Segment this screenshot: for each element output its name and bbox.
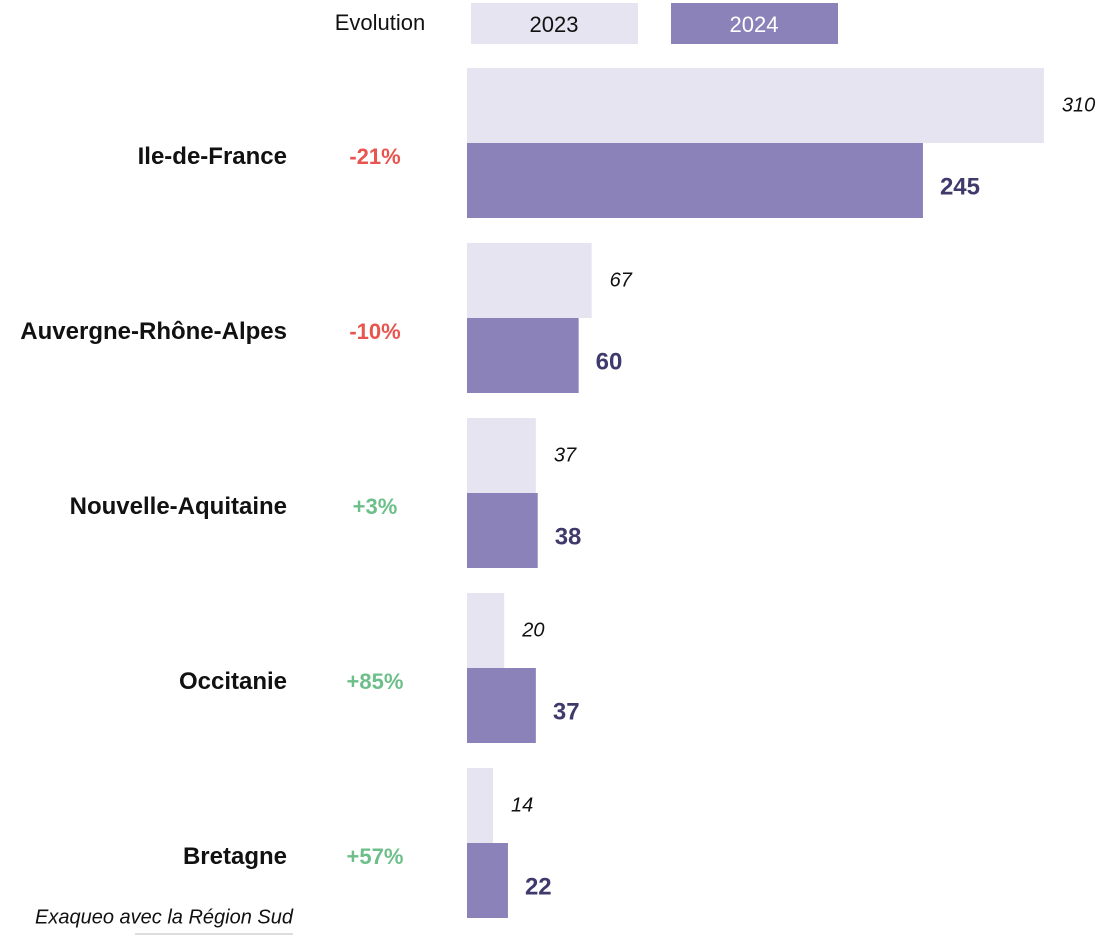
bar xyxy=(467,68,1044,143)
category-label: Bretagne xyxy=(182,843,287,870)
evolution-label: -21% xyxy=(349,144,400,169)
legend-swatch xyxy=(471,3,638,44)
value-label: 37 xyxy=(553,698,580,725)
category-label: Auvergne-Rhône-Alpes xyxy=(20,318,287,345)
bar xyxy=(467,243,592,318)
category-label: Ile-de-France xyxy=(137,143,287,170)
value-label: 310 xyxy=(1062,94,1095,116)
bar xyxy=(467,318,579,393)
value-label: 14 xyxy=(511,794,533,816)
legend-swatch xyxy=(671,3,838,44)
category-label: Nouvelle-Aquitaine xyxy=(69,493,287,520)
value-label: 37 xyxy=(554,444,577,466)
value-label: 245 xyxy=(940,173,980,200)
bar xyxy=(467,668,536,743)
evolution-label: +85% xyxy=(347,669,404,694)
evolution-label: +3% xyxy=(353,494,398,519)
evolution-header: Evolution xyxy=(335,10,426,35)
bar xyxy=(467,493,538,568)
bar xyxy=(467,768,494,843)
category-label: Occitanie xyxy=(178,668,287,695)
bar xyxy=(467,143,923,218)
bar xyxy=(467,593,505,668)
legend-label: 2023 xyxy=(530,12,579,37)
bar xyxy=(467,418,536,493)
value-label: 22 xyxy=(525,873,552,900)
bar xyxy=(467,843,508,918)
evolution-label: -10% xyxy=(349,319,400,344)
value-label: 67 xyxy=(610,269,633,291)
value-label: 38 xyxy=(555,523,582,550)
value-label: 60 xyxy=(596,348,623,375)
note: Exaqueo avec la Région Sud xyxy=(35,906,294,928)
value-label: 20 xyxy=(521,619,544,641)
evolution-label: +57% xyxy=(347,844,404,869)
legend-label: 2024 xyxy=(730,12,779,37)
